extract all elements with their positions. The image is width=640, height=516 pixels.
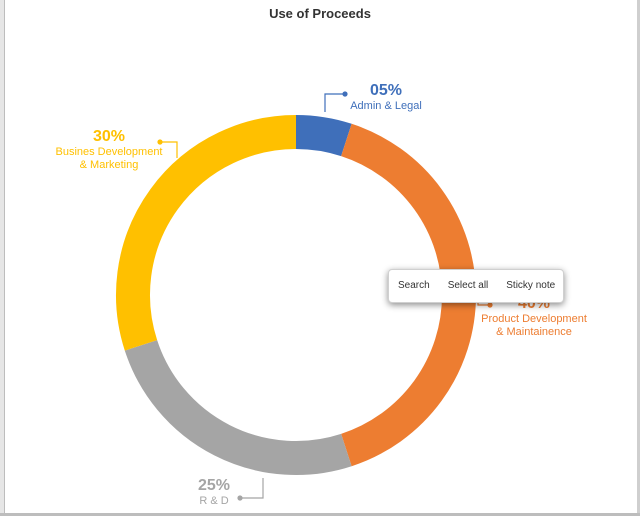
leader-dot-rnd — [237, 495, 243, 501]
window-frame-bottom — [0, 513, 640, 516]
leader-dot-product — [487, 302, 493, 308]
window-frame-left — [0, 0, 5, 516]
leader-line-admin — [324, 93, 345, 112]
leader-dot-admin — [342, 91, 348, 97]
label-business: 30% Busines Development & Marketing — [44, 128, 174, 172]
donut-slice-admin — [295, 115, 352, 157]
leader-line-business — [160, 141, 178, 158]
menu-item-select-all[interactable]: Select all — [447, 280, 489, 291]
label-rnd-name: R & D — [199, 495, 229, 508]
label-business-pct: 30% — [92, 128, 126, 145]
window-frame-right — [637, 0, 640, 516]
donut-slice-business — [116, 115, 297, 351]
menu-item-sticky-note[interactable]: Sticky note — [506, 280, 556, 291]
page-title: Use of Proceeds — [269, 6, 371, 21]
donut-slice-rnd — [124, 339, 352, 475]
leader-dot-business — [157, 139, 163, 145]
label-business-name1: Busines Development — [55, 146, 163, 159]
label-admin: 05% Admin & Legal — [336, 82, 436, 113]
label-rnd-pct: 25% — [197, 477, 231, 494]
label-rnd: 25% R & D — [184, 477, 244, 508]
menu-item-search[interactable]: Search — [398, 280, 430, 291]
label-admin-pct: 05% — [369, 82, 403, 99]
context-menu: Search Select all Sticky note — [388, 269, 564, 303]
leader-line-rnd — [240, 478, 264, 499]
label-product-name2: & Maintainence — [496, 326, 572, 339]
label-admin-name: Admin & Legal — [350, 100, 422, 113]
label-business-name2: & Marketing — [79, 159, 139, 172]
label-product-name1: Product Development — [481, 313, 587, 326]
